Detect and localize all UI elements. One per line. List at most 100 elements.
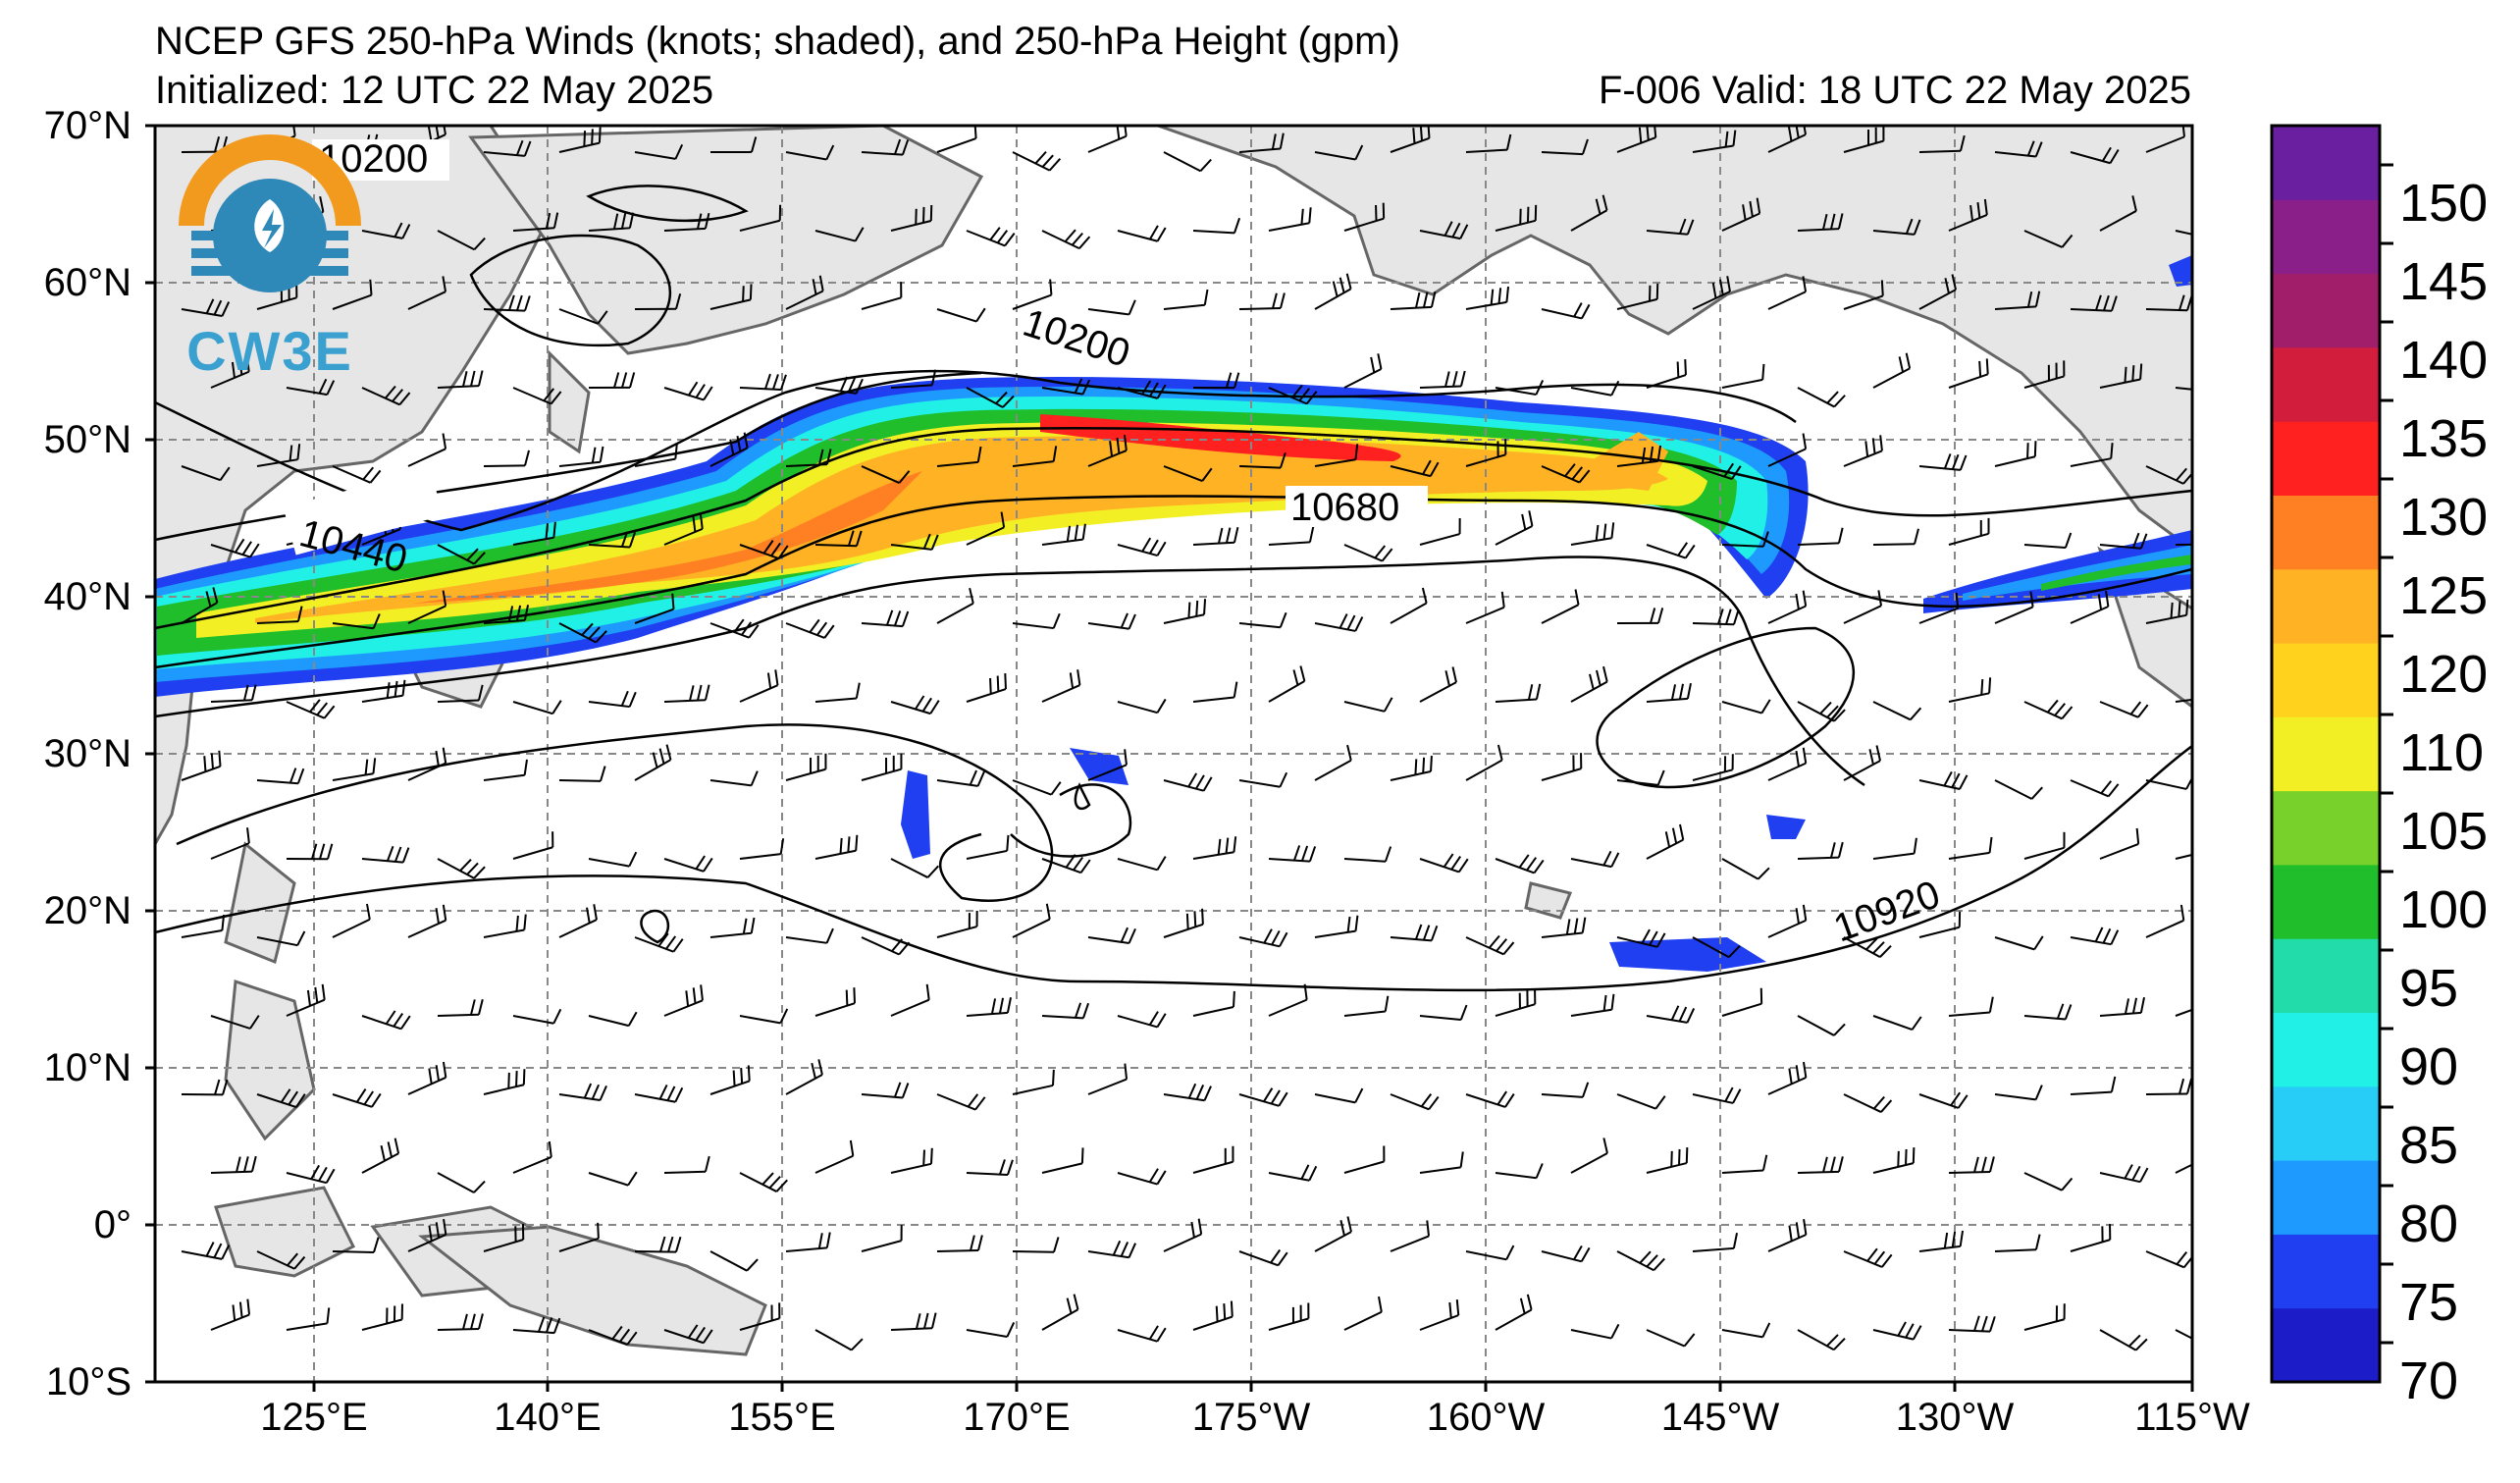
- wind-barb-flag: [1422, 757, 1426, 773]
- wind-barb-flag: [2034, 1085, 2043, 1100]
- wind-barb-flag: [435, 1065, 441, 1082]
- wind-barb-flag: [847, 836, 851, 853]
- wind-barb-flag: [1676, 361, 1680, 378]
- wind-barb-flag: [1788, 1225, 1793, 1242]
- wind-barb-flag: [1195, 600, 1199, 616]
- wind-barb-flag: [2100, 780, 2113, 794]
- wind-barb-flag: [747, 1065, 751, 1082]
- wind-barb: [2099, 210, 2137, 232]
- lat-label: 10°S: [45, 1360, 131, 1404]
- wind-barb-flag: [1128, 299, 1136, 315]
- wind-barb-flag: [1565, 919, 1571, 935]
- wind-barb-flag: [671, 593, 675, 609]
- wind-barb-flag: [1226, 372, 1233, 389]
- wind-barb-flag: [1819, 701, 1832, 715]
- wind-barb-flag: [1526, 1294, 1533, 1310]
- wind-barb-flag: [515, 1071, 518, 1087]
- wind-barb: [1238, 465, 1282, 469]
- wind-barb-flag: [318, 378, 328, 395]
- wind-barb-flag: [1345, 273, 1352, 290]
- colorbar-label: 140: [2399, 331, 2489, 390]
- wind-barb-flag: [319, 195, 325, 213]
- wind-barb-flag: [1973, 1315, 1980, 1332]
- wind-barb-flag: [1006, 1322, 1016, 1338]
- wind-barb-flag: [825, 1232, 831, 1248]
- cw3e-logo-icon: [179, 134, 361, 292]
- wind-barb-flag: [1802, 433, 1808, 450]
- wind-barb-flag: [522, 1069, 526, 1086]
- wind-barb-flag: [1148, 539, 1159, 555]
- wind-barb-flag: [598, 127, 602, 143]
- wind-barb-flag: [1670, 1150, 1673, 1167]
- wind-barb-flag: [1795, 1065, 1801, 1082]
- wind-barb-flag: [2131, 365, 2135, 382]
- wind-barb-flag: [1595, 524, 1600, 541]
- wind-barb-flag: [2061, 706, 2074, 719]
- wind-barb: [1767, 291, 1807, 310]
- wind-barb-flag: [442, 433, 447, 450]
- wind-barb-flag: [1225, 837, 1230, 854]
- wind-barb-flag: [428, 1068, 433, 1085]
- wind-barb-flag: [1822, 1156, 1828, 1173]
- wind-barb-flag: [232, 1304, 236, 1321]
- wind-barb-flag: [967, 1093, 979, 1108]
- wind-barb-flag: [849, 1139, 855, 1156]
- wind-barb-flag: [1833, 1338, 1846, 1351]
- wind-barb-flag: [1981, 1156, 1987, 1173]
- wind-barb: [1465, 148, 1507, 153]
- wind-barb-flag: [1535, 683, 1542, 700]
- wind-barb-flag: [1602, 665, 1608, 682]
- wind-barb: [1994, 1248, 2037, 1252]
- wind-barb: [1721, 1329, 1763, 1339]
- wind-barb-flag: [293, 1255, 306, 1270]
- wind-barb-flag: [1298, 388, 1311, 401]
- wind-barb-flag: [1109, 441, 1114, 457]
- wind-barb-flag: [1156, 1013, 1167, 1028]
- lat-label: 50°N: [43, 418, 131, 461]
- wind-barb-flag: [2030, 786, 2043, 800]
- wind-barb: [1117, 858, 1158, 872]
- wind-barb: [1570, 1329, 1612, 1340]
- wind-barb-flag: [746, 1258, 759, 1272]
- wind-barb-flag: [818, 275, 824, 291]
- wind-barb: [1012, 460, 1054, 467]
- wind-barb-flag: [1451, 222, 1461, 238]
- wind-barb: [709, 1250, 748, 1272]
- wind-barb-flag: [1646, 1254, 1658, 1268]
- wind-barb: [483, 773, 525, 781]
- wind-barb-flag: [372, 613, 381, 629]
- wind-barb-flag: [825, 144, 835, 160]
- wind-barb-flag: [1074, 378, 1083, 394]
- wind-barb-flag: [1279, 771, 1288, 788]
- wind-barb-flag: [1354, 616, 1364, 632]
- wind-barb-flag: [1943, 453, 1952, 469]
- wind-barb-flag: [848, 530, 855, 547]
- wind-barb-flag: [779, 838, 785, 855]
- wind-barb-flag: [1518, 854, 1530, 869]
- wind-barb-flag: [2034, 1234, 2041, 1250]
- wind-barb-flag: [1980, 678, 1984, 696]
- wind-barb-flag: [2109, 149, 2120, 164]
- wind-barb-flag: [1795, 1222, 1801, 1239]
- wind-barb-flag: [1457, 858, 1469, 873]
- wind-barb-flag: [1354, 144, 1364, 160]
- wind-barb-flag: [1838, 841, 1844, 858]
- wind-barb-flag: [470, 999, 476, 1016]
- wind-barb-flag: [1897, 1150, 1900, 1167]
- wind-barb-flag: [1610, 1323, 1620, 1340]
- wind-barb-flag: [387, 1141, 394, 1158]
- wind-barb: [936, 1248, 979, 1252]
- wind-barb-flag: [1803, 1219, 1808, 1236]
- wind-barb-flag: [1655, 932, 1666, 948]
- wind-barb-flag: [995, 391, 1008, 404]
- wind-barb: [181, 929, 223, 938]
- wind-barb-flag: [523, 605, 530, 621]
- wind-barb-flag: [1989, 1316, 1996, 1332]
- wind-barb-flag: [1185, 913, 1189, 929]
- wind-barb-flag: [2131, 1165, 2141, 1181]
- wind-barb-flag: [1203, 289, 1209, 305]
- wind-barb-flag: [1383, 697, 1393, 713]
- wind-barb-flag: [552, 212, 559, 229]
- wind-barb: [1797, 1170, 1840, 1174]
- wind-barb-flag: [1049, 279, 1053, 295]
